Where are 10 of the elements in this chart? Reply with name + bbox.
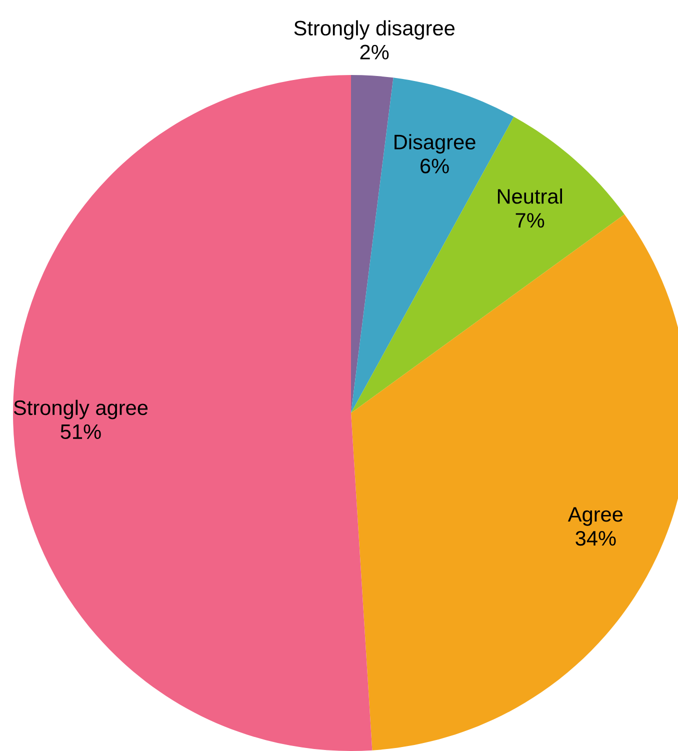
data-label: 6%	[420, 158, 449, 174]
data-label: 51%	[60, 424, 101, 440]
slice-label: Agree	[568, 507, 623, 526]
slice-label: Strongly agree	[14, 400, 148, 420]
slice-label: Disagree	[394, 134, 476, 154]
data-label: 7%	[516, 213, 544, 228]
data-label: 2%	[360, 44, 389, 60]
slice-label: Strongly disagree	[294, 20, 454, 40]
data-label: 34%	[576, 530, 616, 546]
slice-label: Neutral	[498, 188, 562, 204]
